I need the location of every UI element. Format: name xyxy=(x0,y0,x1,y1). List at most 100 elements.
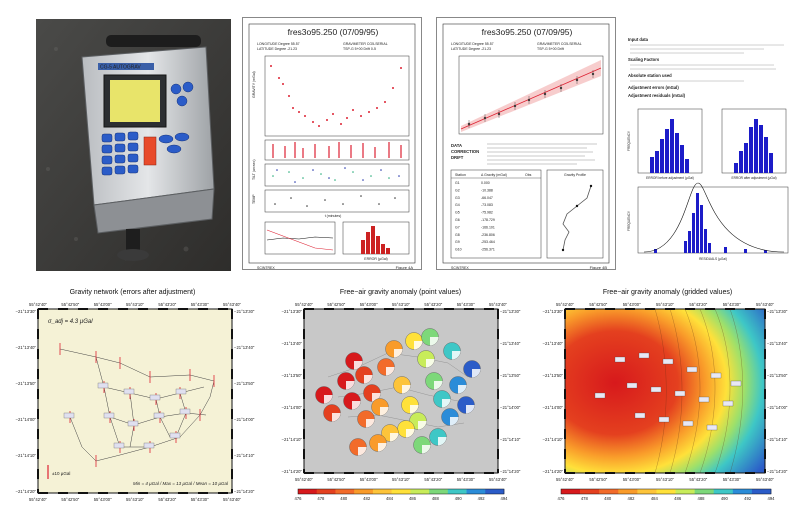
gravity-cell: -66.047 xyxy=(481,196,493,200)
colorbar-swatch xyxy=(447,489,467,494)
residual-plot-frame xyxy=(264,139,410,161)
summary-absolute-heading: Absolute station used xyxy=(628,73,672,78)
gravity-point-symbol xyxy=(421,328,439,346)
report-4a-footer: SCINTREX xyxy=(257,266,275,270)
report-4a-svg: fres3o95.250 (07/09/95) LONGITUDE Degree… xyxy=(248,23,416,270)
colorbar-swatch xyxy=(637,489,657,494)
axis-tilt-label: TILT (arcsec) xyxy=(252,160,256,180)
latitude-tick-right: −21°14'20" xyxy=(234,489,255,494)
colorbar-tick: 480 xyxy=(604,496,612,501)
longitude-tick-bottom: 55°43'00" xyxy=(623,477,641,482)
latitude-tick-right: −21°13'50" xyxy=(767,373,788,378)
station-cell: G2 xyxy=(455,188,460,192)
gravity-point-symbol xyxy=(413,436,431,454)
longitude-tick-bottom: 55°43'30" xyxy=(457,477,475,482)
report-4a-header-right-1: GRAVIMETER CG5-SERIAL xyxy=(343,42,388,46)
report-4b-svg: fres3o95.250 (07/09/95) LONGITUDE Degree… xyxy=(442,23,610,269)
latitude-tick-left: −21°13'30" xyxy=(16,309,37,314)
longitude-tick-bottom: 55°43'20" xyxy=(158,497,176,502)
hist-x-label: ERROR (µGal) xyxy=(364,257,387,261)
latitude-tick-right: −21°13'40" xyxy=(500,341,521,346)
report-4b-header-right-2: TSP-G 5+00 Drift xyxy=(537,47,564,51)
gravity-point-symbol xyxy=(371,398,389,416)
longitude-tick-top: 55°43'20" xyxy=(424,302,442,307)
colorbar-tick: 488 xyxy=(698,496,706,501)
report-4a-title: fres3o95.250 (07/09/95) xyxy=(288,27,379,37)
gravity-point-symbol xyxy=(443,342,461,360)
latitude-tick-left: −21°14'00" xyxy=(543,405,564,410)
longitude-tick-top: 55°43'30" xyxy=(723,302,741,307)
longitude-tick-bottom: 55°43'40" xyxy=(756,477,774,482)
gravity-point-symbol xyxy=(393,376,411,394)
colorbar-swatch xyxy=(713,489,734,494)
latitude-tick-left: −21°13'40" xyxy=(543,341,564,346)
gravity-cell: -256.371 xyxy=(481,248,495,252)
gravity-cell: -10.388 xyxy=(481,188,493,192)
latitude-tick-right: −21°13'30" xyxy=(500,309,521,314)
summary-input-heading: Input data xyxy=(628,37,649,42)
latitude-tick-right: −21°14'00" xyxy=(234,417,255,422)
longitude-tick-top: 55°43'30" xyxy=(191,302,209,307)
latitude-tick-left: −21°14'00" xyxy=(16,417,37,422)
longitude-tick-bottom: 55°43'10" xyxy=(656,477,674,482)
adjustment-summary-page: Input data Scaling Factors Absolute stat… xyxy=(624,33,792,269)
station-cell: G8 xyxy=(455,233,460,237)
colorbar-tick: 494 xyxy=(501,496,509,501)
longitude-tick-bottom: 55°42'50" xyxy=(327,477,345,482)
longitude-tick-top: 55°43'40" xyxy=(489,302,507,307)
colorbar-tick: 478 xyxy=(581,496,589,501)
longitude-tick-top: 55°43'40" xyxy=(756,302,774,307)
map3-svg: 476 478 480 482 484 486 488 490 492 494 55°42'40"… xyxy=(543,302,788,501)
gravity-point-symbol xyxy=(441,408,459,426)
latitude-tick-left: −21°13'40" xyxy=(282,341,303,346)
longitude-tick-top: 55°42'40" xyxy=(29,302,47,307)
gravity-point-symbol xyxy=(377,358,395,376)
colorbar-swatch xyxy=(599,489,619,494)
colorbar-tick: 486 xyxy=(674,496,682,501)
gravity-point-symbol xyxy=(425,372,443,390)
station-cell: G5 xyxy=(455,211,460,215)
gravity-point-symbol xyxy=(433,390,451,408)
report-4a-header-left-1: LONGITUDE Degree 55.57 xyxy=(257,42,300,46)
gravity-point-symbol xyxy=(323,404,341,422)
latitude-tick-left: −21°14'10" xyxy=(282,437,303,442)
gravity-point-symbol xyxy=(463,360,481,378)
section-correction: CORRECTION xyxy=(451,149,479,154)
table-header-obs: Obs xyxy=(525,173,532,177)
gravity-cell: -166.101 xyxy=(481,225,495,229)
colorbar-swatch xyxy=(485,489,505,494)
map3-title: Free−air gravity anomaly (gridded values… xyxy=(602,289,733,296)
gravity-point-symbol xyxy=(355,366,373,384)
map-gravity-network: Gravity network (errors after adjustment… xyxy=(0,283,265,507)
station-cell: G3 xyxy=(455,196,460,200)
map-tick-labels: 55°42'40" 55°42'40" 55°42'50" 55°42'50" 55°4… xyxy=(16,302,255,502)
longitude-tick-bottom: 55°43'20" xyxy=(424,477,442,482)
map-tick-labels: 55°42'40" 55°42'40" 55°42'50" 55°42'50" 55°4… xyxy=(282,302,521,482)
longitude-tick-bottom: 55°43'10" xyxy=(126,497,144,502)
colorbar-swatch xyxy=(410,489,430,494)
latitude-tick-left: −21°14'10" xyxy=(543,437,564,442)
gravity-point-symbol xyxy=(385,340,403,358)
drift-plot-frame xyxy=(264,221,336,255)
station-cell: G1 xyxy=(455,181,460,185)
latitude-tick-right: −21°13'50" xyxy=(234,381,255,386)
gravity-point-symbol xyxy=(429,428,447,446)
summary-svg: Input data Scaling Factors Absolute stat… xyxy=(627,37,789,261)
longitude-tick-top: 55°42'50" xyxy=(589,302,607,307)
regression-plot-frame xyxy=(458,55,604,135)
colorbar-tick: 482 xyxy=(363,496,371,501)
section-data: DATA xyxy=(451,143,462,148)
longitude-tick-bottom: 55°42'50" xyxy=(589,477,607,482)
longitude-tick-top: 55°43'00" xyxy=(360,302,378,307)
gravity-point-symbol xyxy=(449,376,467,394)
freq-label-1: FREQUENCY xyxy=(627,130,631,151)
latitude-tick-right: −21°13'30" xyxy=(767,309,788,314)
longitude-tick-bottom: 55°43'00" xyxy=(94,497,112,502)
latitude-tick-left: −21°14'10" xyxy=(16,453,37,458)
longitude-tick-bottom: 55°42'50" xyxy=(61,497,79,502)
colorbar-swatch xyxy=(580,489,600,494)
longitude-tick-top: 55°43'30" xyxy=(457,302,475,307)
latitude-tick-right: −21°14'10" xyxy=(234,453,255,458)
gravity-point-symbol xyxy=(345,352,363,370)
colorbar-swatch xyxy=(675,489,695,494)
